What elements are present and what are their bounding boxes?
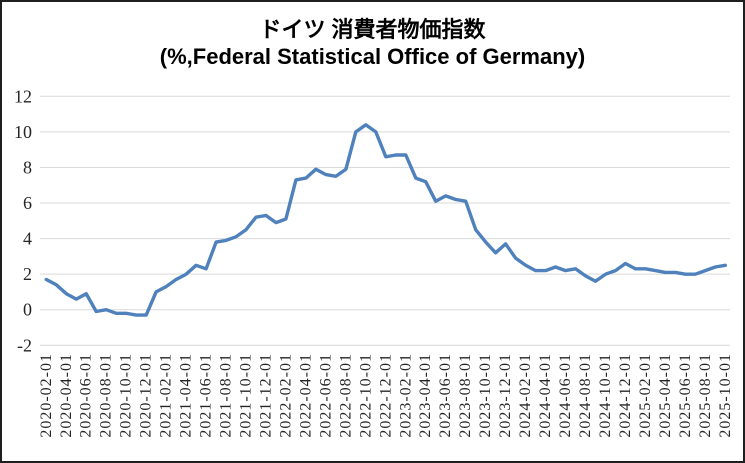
x-axis-tick-label: 2022-08-01 [337,353,354,438]
x-axis-tick-label: 2020-12-01 [138,353,155,438]
x-axis-tick-label: 2020-10-01 [118,353,135,438]
x-axis-tick-label: 2024-04-01 [537,353,554,438]
x-axis-tick-label: 2025-08-01 [697,353,714,438]
y-axis-tick-label: 10 [14,122,32,142]
x-axis-tick-label: 2025-10-01 [717,353,734,438]
x-axis-tick-label: 2023-12-01 [497,353,514,438]
x-axis-tick-label: 2020-08-01 [98,353,115,438]
x-axis-tick-label: 2021-08-01 [218,353,235,438]
y-axis-tick-label: 8 [23,157,32,177]
x-axis-tick-label: 2025-02-01 [637,353,654,438]
x-axis-tick-label: 2025-06-01 [677,353,694,438]
x-axis-tick-label: 2021-06-01 [198,353,215,438]
y-axis-tick-label: 2 [23,264,32,284]
x-axis-tick-label: 2022-02-01 [277,353,294,438]
x-axis-tick-label: 2024-10-01 [597,353,614,438]
x-axis-tick-label: 2021-12-01 [257,353,274,438]
y-axis-tick-label: -2 [17,335,32,355]
x-axis-tick-label: 2024-08-01 [577,353,594,438]
y-axis-tick-label: 0 [23,300,32,320]
x-axis-tick-label: 2024-06-01 [557,353,574,438]
x-axis-tick-label: 2021-02-01 [158,353,175,438]
cpi-line [44,123,727,317]
chart-title-line1: ドイツ 消費者物価指数 [259,17,486,42]
x-axis-tick-label: 2021-04-01 [178,353,195,438]
y-axis-tick-label: 12 [14,86,32,106]
x-axis-tick-label: 2020-04-01 [58,353,75,438]
x-axis-tick-label: 2024-12-01 [617,353,634,438]
x-axis-tick-label: 2022-06-01 [317,353,334,438]
chart-title-line2: (%,Federal Statistical Office of Germany… [159,44,586,69]
x-axis-tick-label: 2022-12-01 [377,353,394,438]
x-axis-tick-label: 2020-06-01 [78,353,95,438]
x-axis-tick-label: 2022-04-01 [297,353,314,438]
x-axis-tick-label: 2024-02-01 [517,353,534,438]
y-axis-tick-label: 4 [23,229,32,249]
chart-title: ドイツ 消費者物価指数 (%,Federal Statistical Offic… [2,16,743,70]
x-axis-tick-label: 2023-04-01 [417,353,434,438]
x-axis-tick-label: 2020-02-01 [38,353,55,438]
y-axis-tick-label: 6 [23,193,32,213]
x-axis-tick-label: 2023-10-01 [477,353,494,438]
x-axis-tick-label: 2021-10-01 [238,353,255,438]
x-axis-tick-label: 2022-10-01 [357,353,374,438]
x-axis-tick-label: 2023-06-01 [437,353,454,438]
x-axis-tick-label: 2025-04-01 [657,353,674,438]
x-axis-tick-label: 2023-02-01 [397,353,414,438]
x-axis-tick-label: 2023-08-01 [457,353,474,438]
